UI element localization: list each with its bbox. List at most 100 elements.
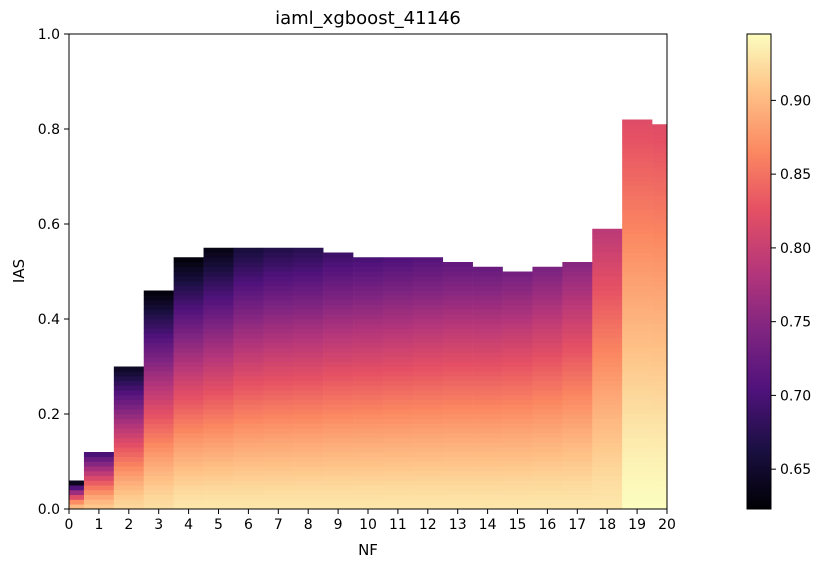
heatmap-cell <box>622 209 653 215</box>
heatmap-cell <box>143 338 174 344</box>
heatmap-cell <box>412 414 444 420</box>
heatmap-cell <box>293 404 324 410</box>
heatmap-cell <box>143 295 174 301</box>
y-tick-label: 0.4 <box>38 312 60 328</box>
heatmap-cell <box>562 494 593 500</box>
heatmap-cell <box>562 338 593 344</box>
heatmap-cell <box>592 414 623 420</box>
heatmap-cell <box>502 347 533 353</box>
heatmap-cell <box>532 276 563 282</box>
heatmap-cell <box>532 266 563 272</box>
heatmap-cell <box>622 190 653 196</box>
heatmap-cell <box>353 281 384 287</box>
heatmap-cell <box>622 456 653 462</box>
heatmap-cell <box>532 380 563 386</box>
heatmap-cell <box>173 385 204 391</box>
heatmap-cell <box>293 300 324 306</box>
heatmap-cell <box>353 499 384 505</box>
heatmap-cell <box>293 371 324 377</box>
heatmap-cell <box>592 271 623 277</box>
heatmap-cell <box>382 281 414 287</box>
heatmap-cell <box>442 357 473 363</box>
heatmap-cell <box>412 366 444 372</box>
heatmap-cell <box>203 266 234 272</box>
heatmap-cell <box>143 490 174 496</box>
heatmap-cell <box>412 475 444 481</box>
heatmap-cell <box>412 504 444 510</box>
heatmap-cell <box>382 262 414 268</box>
heatmap-cell <box>113 423 145 429</box>
heatmap-cell <box>502 314 533 320</box>
heatmap-cell <box>652 414 668 420</box>
heatmap-cell <box>472 290 503 296</box>
heatmap-cell <box>472 338 503 344</box>
heatmap-cell <box>173 480 204 486</box>
colorbar-tick-label: 0.80 <box>780 241 811 257</box>
heatmap-cell <box>143 357 174 363</box>
heatmap-cell <box>652 247 668 253</box>
x-tick-label: 17 <box>568 517 586 533</box>
heatmap-cell <box>263 376 294 382</box>
heatmap-cell <box>412 494 444 500</box>
heatmap-cell <box>323 323 354 329</box>
heatmap-cell <box>233 314 264 320</box>
heatmap-cell <box>622 148 653 154</box>
heatmap-cell <box>293 333 324 339</box>
heatmap-cell <box>353 271 384 277</box>
heatmap-cell <box>203 456 234 462</box>
heatmap-cell <box>652 323 668 329</box>
heatmap-cell <box>323 485 354 491</box>
heatmap-cell <box>353 333 384 339</box>
heatmap-cell <box>293 271 324 277</box>
heatmap-cell <box>592 304 623 310</box>
heatmap-cell <box>532 366 563 372</box>
heatmap-cell <box>622 328 653 334</box>
heatmap-cell <box>622 475 653 481</box>
heatmap-cell <box>652 437 668 443</box>
heatmap-cell <box>113 399 145 405</box>
heatmap-cell <box>652 494 668 500</box>
heatmap-cell <box>382 290 414 296</box>
heatmap-cell <box>532 395 563 401</box>
heatmap-cell <box>562 471 593 477</box>
heatmap-cell <box>293 342 324 348</box>
heatmap-cell <box>592 380 623 386</box>
heatmap-cell <box>652 129 668 135</box>
heatmap-cell <box>532 494 563 500</box>
heatmap-cell <box>263 428 294 434</box>
heatmap-cell <box>412 447 444 453</box>
heatmap-cell <box>532 437 563 443</box>
heatmap-cell <box>293 266 324 272</box>
heatmap-cell <box>263 418 294 424</box>
heatmap-cell <box>502 295 533 301</box>
heatmap-cell <box>622 195 653 201</box>
heatmap-cell <box>472 494 503 500</box>
heatmap-cell <box>622 414 653 420</box>
heatmap-cell <box>233 456 264 462</box>
heatmap-cell <box>382 314 414 320</box>
heatmap-cell <box>562 352 593 358</box>
heatmap-cell <box>323 357 354 363</box>
heatmap-cell <box>173 447 204 453</box>
heatmap-cell <box>173 309 204 315</box>
heatmap-cell <box>353 304 384 310</box>
heatmap-cell <box>173 319 204 325</box>
heatmap-cell <box>233 304 264 310</box>
heatmap-cell <box>382 328 414 334</box>
heatmap-cell <box>83 480 115 486</box>
heatmap-cell <box>203 490 234 496</box>
heatmap-cell <box>622 138 653 144</box>
heatmap-cell <box>293 323 324 329</box>
heatmap-cell <box>233 433 264 439</box>
heatmap-cell <box>592 437 623 443</box>
heatmap-cell <box>233 257 264 263</box>
heatmap-cell <box>173 371 204 377</box>
heatmap-cell <box>143 352 174 358</box>
heatmap-cell <box>83 490 115 496</box>
heatmap-cell <box>412 328 444 334</box>
heatmap-cell <box>562 271 593 277</box>
heatmap-cell <box>592 433 623 439</box>
heatmap-cell <box>143 385 174 391</box>
heatmap-cell <box>323 423 354 429</box>
heatmap-cell <box>502 281 533 287</box>
